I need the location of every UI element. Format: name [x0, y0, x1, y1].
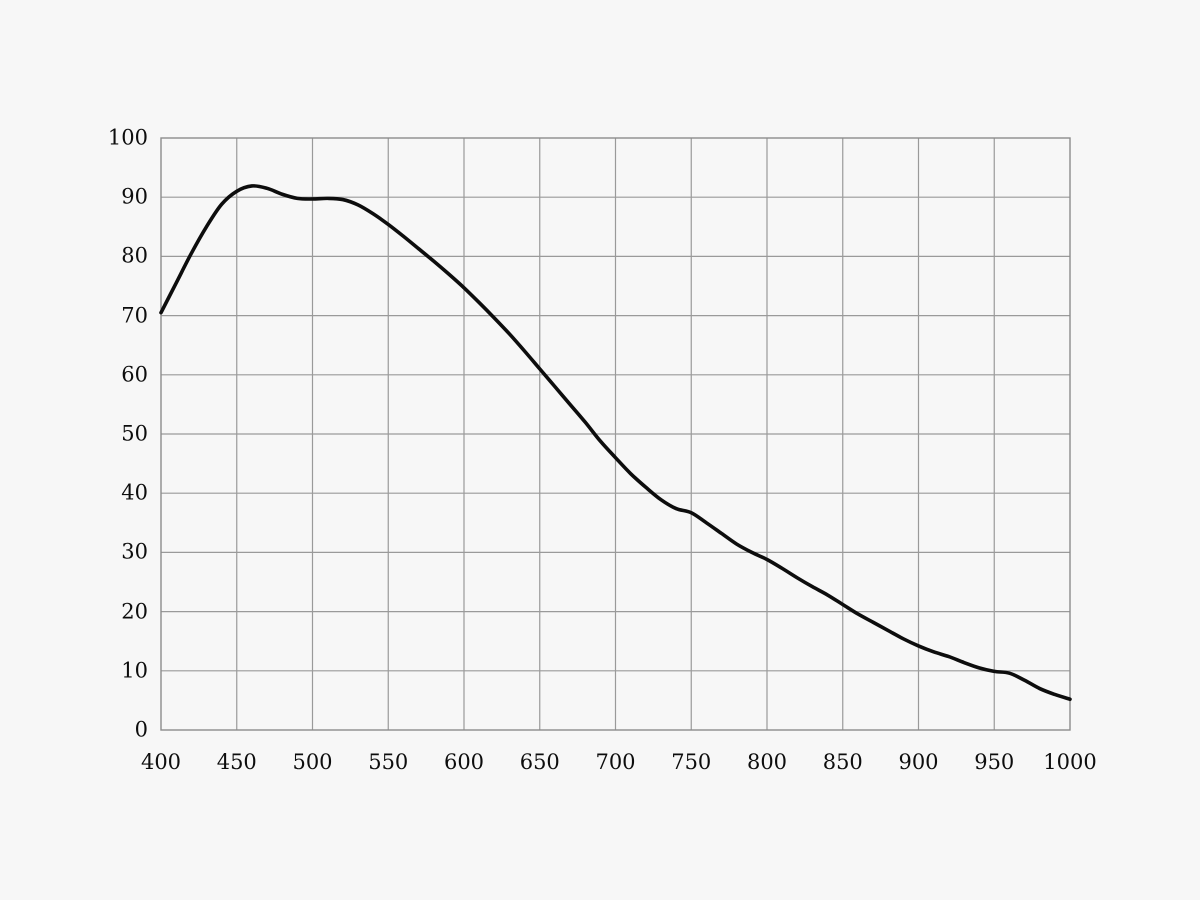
- y-tick-label: 10: [121, 658, 148, 683]
- y-tick-label: 40: [121, 480, 148, 505]
- y-tick-label: 0: [134, 717, 148, 742]
- x-tick-label: 800: [746, 750, 788, 774]
- y-tick-label: 90: [121, 184, 148, 209]
- data-line-transmittance: [159, 184, 1072, 702]
- x-tick-label: 750: [671, 750, 712, 774]
- y-tick-label: 60: [121, 362, 148, 387]
- y-tick-label: 50: [121, 421, 148, 446]
- x-tick-label: 700: [595, 750, 636, 774]
- y-tick-label: 100: [107, 125, 148, 150]
- y-tick-label: 80: [121, 243, 148, 268]
- plot-frame: [160, 137, 1071, 731]
- x-tick-label: 450: [216, 750, 257, 774]
- y-tick-label: 70: [121, 303, 148, 328]
- x-tick-label: 1000: [1043, 750, 1097, 774]
- x-tick-label: 650: [519, 750, 560, 774]
- y-tick-label: 30: [121, 539, 148, 564]
- grid-lines: [161, 138, 1070, 730]
- x-tick-label: 900: [898, 750, 939, 774]
- y-tick-label: 20: [121, 599, 148, 624]
- x-tick-label: 500: [292, 750, 333, 774]
- x-tick-label: 400: [140, 750, 182, 774]
- x-tick-label: 950: [974, 750, 1015, 774]
- x-tick-label: 600: [443, 750, 485, 774]
- x-tick-label: 850: [822, 750, 863, 774]
- x-tick-label: 550: [368, 750, 409, 774]
